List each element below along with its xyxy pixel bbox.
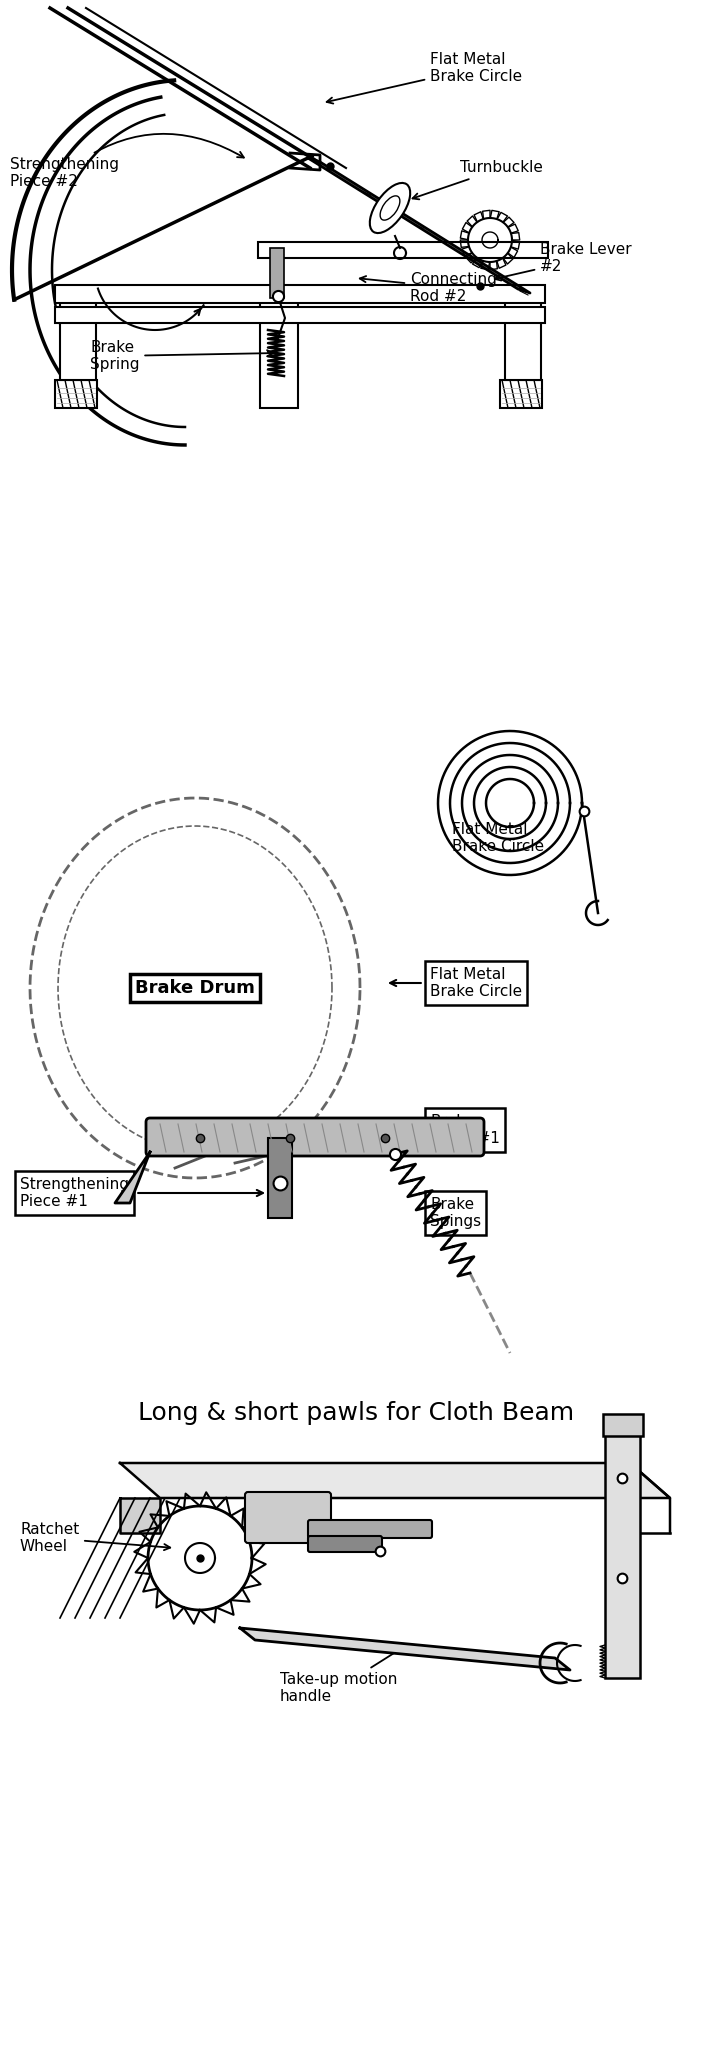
Text: Take-up motion
handle: Take-up motion handle [280,1645,406,1704]
Text: Brake
Spring: Brake Spring [90,340,273,373]
Text: Turnbuckle: Turnbuckle [413,160,543,199]
FancyBboxPatch shape [308,1536,382,1552]
Polygon shape [120,1462,670,1497]
FancyBboxPatch shape [245,1493,331,1542]
Text: Strengthening
Piece #1: Strengthening Piece #1 [20,1178,263,1208]
Bar [55,307,545,324]
Text: Strengthening
Piece #2: Strengthening Piece #2 [10,133,244,188]
Text: Long & short pawls for Cloth Beam: Long & short pawls for Cloth Beam [138,1401,574,1425]
Bar [60,291,96,381]
Polygon shape [120,1497,160,1534]
FancyBboxPatch shape [500,381,542,408]
Bar [258,242,548,258]
Ellipse shape [370,182,410,233]
Bar [270,248,284,299]
FancyBboxPatch shape [146,1118,484,1155]
Text: Flat Metal
Brake Circle: Flat Metal Brake Circle [390,967,522,999]
Text: Brake
Lever #1: Brake Lever #1 [430,1114,500,1147]
Bar [260,289,298,408]
FancyBboxPatch shape [55,381,97,408]
Bar [605,1427,640,1677]
Bar [268,1139,292,1219]
Text: Ratchet
Wheel: Ratchet Wheel [20,1522,170,1554]
Text: Flat Metal
Brake Circle: Flat Metal Brake Circle [452,821,544,854]
Text: Brake Drum: Brake Drum [135,979,255,997]
FancyBboxPatch shape [603,1413,643,1436]
Ellipse shape [380,197,400,219]
Polygon shape [240,1628,570,1669]
Bar [55,285,545,303]
Polygon shape [115,1151,150,1202]
Text: Brake Lever
#2: Brake Lever #2 [495,242,632,281]
Text: Flat Metal
Brake Circle: Flat Metal Brake Circle [327,51,522,104]
Text: Connecting
Rod #2: Connecting Rod #2 [360,272,497,305]
Polygon shape [308,158,530,293]
Text: Brake
Spings: Brake Spings [430,1196,481,1229]
Bar [505,291,541,381]
FancyBboxPatch shape [308,1520,432,1538]
